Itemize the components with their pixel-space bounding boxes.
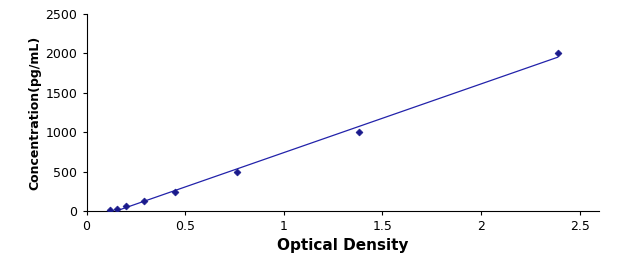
Y-axis label: Concentration(pg/mL): Concentration(pg/mL) <box>28 35 41 190</box>
X-axis label: Optical Density: Optical Density <box>277 238 408 253</box>
